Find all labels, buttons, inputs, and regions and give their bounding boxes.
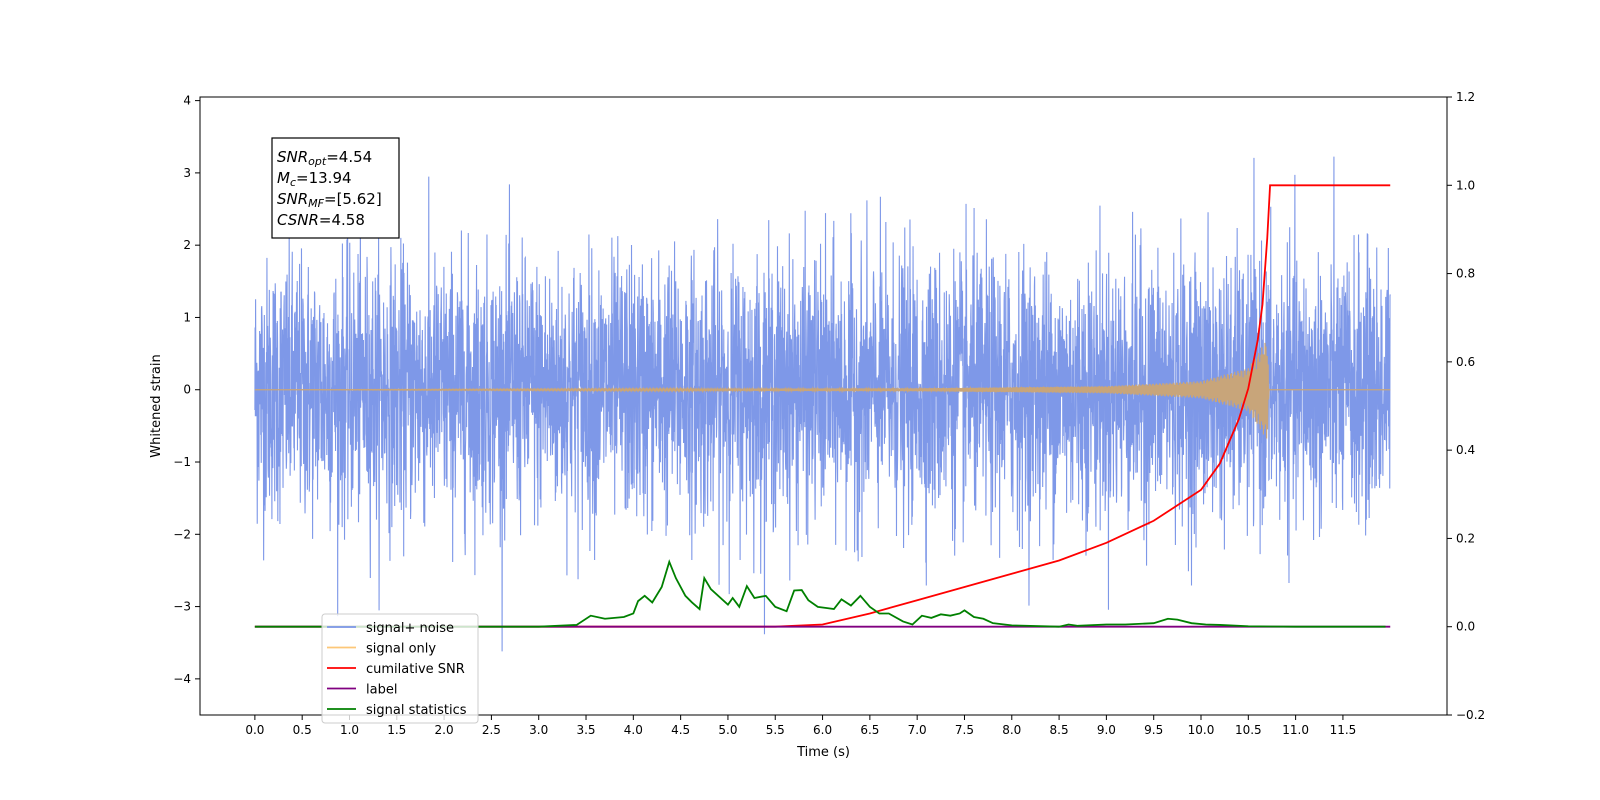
series-signal-noise-line: [254, 156, 1391, 652]
y2-tick-label: 1.2: [1456, 90, 1475, 104]
y-tick-label: −1: [173, 455, 191, 469]
axes: 0.0 0.5 1.0 1.5 2.0 2.5 3.0 3.5 4.0 4.5 5.0 5.5 6.0 6…: [173, 90, 1485, 737]
legend-label: label: [366, 683, 397, 698]
y-tick-label: 0: [183, 383, 191, 397]
annotation-frame: [271, 137, 400, 239]
x-tick-label: 5.5: [766, 723, 785, 737]
y2-tick-label: 1.0: [1456, 178, 1475, 192]
annotation-subscript: c: [290, 176, 296, 189]
x-tick-label: 0.5: [293, 723, 312, 737]
x-tick-label: 6.5: [860, 723, 879, 737]
axis-text: Time (s) Whitened strain: [149, 354, 850, 760]
x-axis-label: Time (s): [796, 745, 850, 760]
annotation-value: =4.58: [319, 211, 365, 229]
annotation-symbol: M: [277, 169, 290, 187]
x-tick-label: 1.5: [387, 723, 406, 737]
y2-tick-label: −0.2: [1456, 708, 1485, 722]
x-tick-label: 4.0: [624, 723, 643, 737]
y-tick-label: −4: [173, 672, 191, 686]
x-tick-label: 10.5: [1235, 723, 1262, 737]
x-tick-label: 1.0: [340, 723, 359, 737]
y-tick-label: 2: [183, 238, 191, 252]
y-tick-label: −3: [173, 600, 191, 614]
y-tick-label: 4: [183, 94, 191, 108]
x-tick-label: 11.0: [1282, 723, 1309, 737]
annotation-line: CSNR=4.58: [277, 211, 365, 229]
annotation-value: =13.94: [296, 169, 352, 187]
x-tick-label: 8.0: [1002, 723, 1021, 737]
annotation-subscript: MF: [308, 197, 324, 210]
y2-tick-label: 0.0: [1456, 620, 1475, 634]
x-tick-label: 9.5: [1144, 723, 1163, 737]
y2-tick-label: 0.8: [1456, 267, 1475, 281]
x-tick-label: 5.0: [718, 723, 737, 737]
y-tick-label: −2: [173, 527, 191, 541]
x-tick-label: 0.0: [245, 723, 264, 737]
annotation-subscript: opt: [308, 155, 327, 168]
x-tick-label: 7.0: [908, 723, 927, 737]
x-tick-label: 10.0: [1188, 723, 1215, 737]
annotation-line: Mc=13.94: [277, 169, 352, 189]
x-tick-label: 8.5: [1050, 723, 1069, 737]
annotation-value: =4.54: [326, 148, 372, 166]
legend: signal+ noise signal only cumilative SNR la…: [321, 613, 479, 724]
y2-tick-label: 0.4: [1456, 443, 1475, 457]
x-tick-label: 11.5: [1330, 723, 1357, 737]
x-tick-label: 3.5: [576, 723, 595, 737]
y2-tick-label: 0.2: [1456, 531, 1475, 545]
x-tick-label: 6.0: [813, 723, 832, 737]
annotation-symbol: CSNR: [277, 211, 319, 229]
y-axis-label: Whitened strain: [149, 354, 164, 457]
annotation-symbol: SNR: [277, 148, 308, 166]
y-tick-label: 3: [183, 166, 191, 180]
annotation-line: SNRMF=[5.62]: [277, 190, 382, 210]
legend-frame: [321, 613, 479, 724]
legend-label: signal only: [366, 642, 436, 657]
legend-label: signal statistics: [366, 703, 467, 718]
legend-label: signal+ noise: [366, 621, 454, 636]
x-tick-label: 7.5: [955, 723, 974, 737]
annotation-value: =[5.62]: [324, 190, 382, 208]
x-tick-label: 9.0: [1097, 723, 1116, 737]
x-tick-label: 2.5: [482, 723, 501, 737]
y2-tick-label: 0.6: [1456, 355, 1475, 369]
series-cumilative-snr-line: [254, 184, 1391, 628]
x-tick-label: 2.0: [435, 723, 454, 737]
annotation-symbol: SNR: [277, 190, 308, 208]
axes-frame: [199, 96, 1448, 716]
x-tick-label: 4.5: [671, 723, 690, 737]
annotation-line: SNRopt=4.54: [277, 148, 372, 168]
x-tick-label: 3.0: [529, 723, 548, 737]
series-signal-statistics-line: [254, 559, 1386, 628]
legend-label: cumilative SNR: [366, 662, 465, 677]
series-signal-only-line: [254, 342, 1391, 439]
y-tick-label: 1: [183, 310, 191, 324]
